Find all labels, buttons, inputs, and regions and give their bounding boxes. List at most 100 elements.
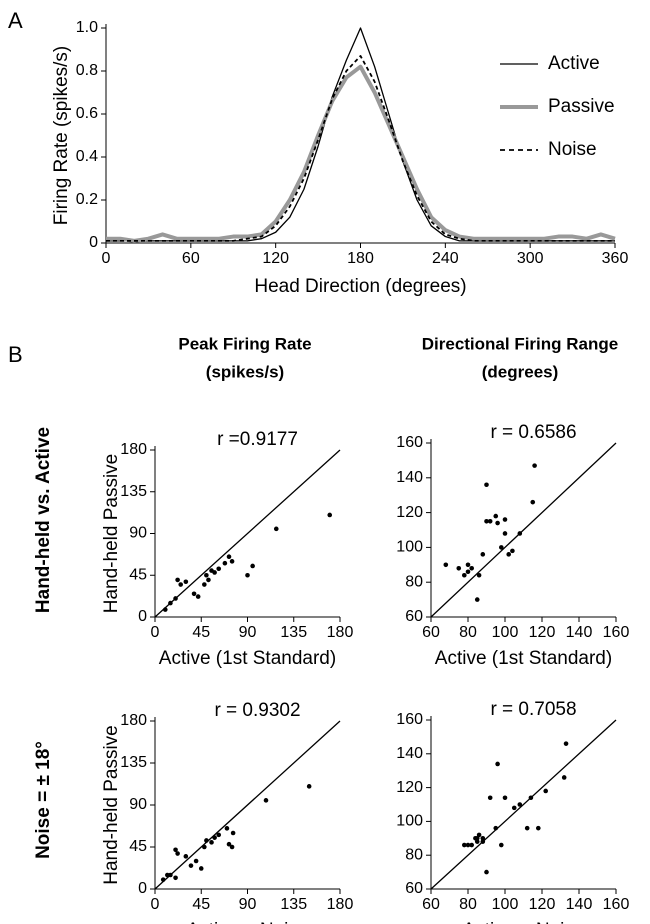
point bbox=[202, 582, 207, 587]
y-tick-label: 0.2 bbox=[76, 191, 98, 208]
panel-label: B bbox=[8, 342, 23, 367]
point bbox=[524, 825, 530, 831]
point bbox=[168, 600, 173, 606]
y-tick-label: 135 bbox=[120, 754, 147, 771]
point bbox=[212, 835, 217, 840]
x-tick-label: 180 bbox=[327, 896, 354, 913]
x-axis-label: Active (1st Standard) bbox=[435, 648, 612, 669]
point bbox=[476, 832, 482, 838]
point bbox=[528, 795, 534, 801]
y-tick-label: 90 bbox=[129, 525, 147, 542]
point bbox=[517, 802, 523, 807]
point bbox=[474, 839, 480, 844]
y-tick-label: 0 bbox=[89, 234, 98, 251]
point bbox=[484, 519, 489, 524]
point bbox=[206, 577, 211, 583]
row-title: Noise = ± 18° bbox=[33, 741, 54, 859]
point bbox=[536, 825, 541, 831]
identity-line bbox=[430, 442, 617, 618]
y-tick-label: 140 bbox=[396, 469, 423, 486]
y-tick-label: 60 bbox=[405, 608, 423, 625]
point bbox=[510, 548, 515, 554]
point bbox=[495, 761, 500, 767]
x-tick-label: 180 bbox=[327, 624, 354, 641]
x-tick-label: 90 bbox=[239, 624, 257, 641]
x-tick-label: 135 bbox=[280, 624, 307, 641]
x-tick-label: 240 bbox=[432, 250, 459, 267]
point bbox=[178, 582, 183, 587]
point bbox=[226, 554, 232, 559]
x-tick-label: 120 bbox=[529, 624, 556, 641]
x-tick-label: 160 bbox=[603, 896, 630, 913]
point bbox=[327, 512, 333, 518]
point bbox=[465, 569, 471, 575]
point bbox=[193, 858, 199, 864]
point bbox=[469, 565, 475, 571]
point bbox=[532, 463, 537, 468]
x-tick-label: 135 bbox=[280, 896, 307, 913]
point bbox=[226, 841, 232, 847]
point bbox=[183, 854, 189, 859]
point bbox=[469, 842, 475, 848]
point bbox=[245, 572, 250, 578]
point bbox=[160, 877, 166, 882]
x-tick-label: 80 bbox=[459, 624, 477, 641]
point bbox=[306, 784, 312, 789]
legend-label: Noise bbox=[548, 139, 597, 160]
y-axis-label: Hand-held Passive bbox=[101, 725, 122, 884]
point bbox=[495, 520, 500, 526]
point bbox=[204, 838, 209, 843]
point bbox=[465, 562, 471, 568]
x-axis-label: Head Direction (degrees) bbox=[254, 276, 466, 297]
point bbox=[173, 875, 178, 881]
annotation: r =0.9177 bbox=[217, 429, 298, 450]
y-axis-label: Firing Rate (spikes/s) bbox=[51, 46, 72, 226]
series-line bbox=[106, 27, 615, 242]
annotation: r = 0.9302 bbox=[214, 700, 300, 721]
point bbox=[222, 560, 228, 566]
point bbox=[273, 526, 279, 532]
y-tick-label: 45 bbox=[129, 838, 147, 855]
point bbox=[493, 825, 499, 831]
point bbox=[543, 788, 548, 794]
point bbox=[511, 805, 517, 811]
point bbox=[229, 844, 235, 850]
x-tick-label: 90 bbox=[239, 896, 257, 913]
point bbox=[263, 798, 269, 803]
series-line bbox=[106, 64, 616, 243]
y-tick-label: 0 bbox=[138, 608, 147, 625]
column-title: (spikes/s) bbox=[206, 362, 284, 381]
x-tick-label: 80 bbox=[459, 896, 477, 913]
column-title: Peak Firing Rate bbox=[178, 334, 311, 353]
y-tick-label: 80 bbox=[405, 573, 423, 590]
legend-label: Passive bbox=[548, 96, 615, 117]
point bbox=[517, 531, 523, 536]
x-axis-label: Active + Noise bbox=[187, 920, 309, 924]
point bbox=[443, 562, 449, 568]
x-tick-label: 120 bbox=[529, 896, 556, 913]
point bbox=[204, 572, 209, 578]
x-tick-label: 300 bbox=[517, 250, 544, 267]
x-tick-label: 100 bbox=[492, 896, 519, 913]
x-tick-label: 180 bbox=[347, 250, 374, 267]
y-tick-label: 100 bbox=[396, 813, 423, 830]
series-line bbox=[106, 55, 615, 242]
point bbox=[502, 795, 508, 801]
x-tick-label: 160 bbox=[603, 624, 630, 641]
y-tick-label: 180 bbox=[120, 712, 147, 729]
x-axis-label: Active + Noise bbox=[463, 920, 585, 924]
point bbox=[173, 596, 178, 601]
point bbox=[487, 519, 493, 524]
x-tick-label: 360 bbox=[602, 250, 629, 267]
point bbox=[474, 836, 480, 841]
point bbox=[212, 570, 217, 575]
y-tick-label: 180 bbox=[120, 441, 147, 458]
y-tick-label: 0.4 bbox=[76, 148, 98, 165]
y-tick-label: 100 bbox=[396, 539, 423, 556]
annotation: r = 0.6586 bbox=[490, 422, 576, 443]
row-title: Hand-held vs. Active bbox=[33, 427, 54, 613]
point bbox=[183, 579, 189, 585]
point bbox=[506, 552, 512, 557]
x-tick-label: 120 bbox=[262, 250, 289, 267]
point bbox=[561, 775, 567, 780]
